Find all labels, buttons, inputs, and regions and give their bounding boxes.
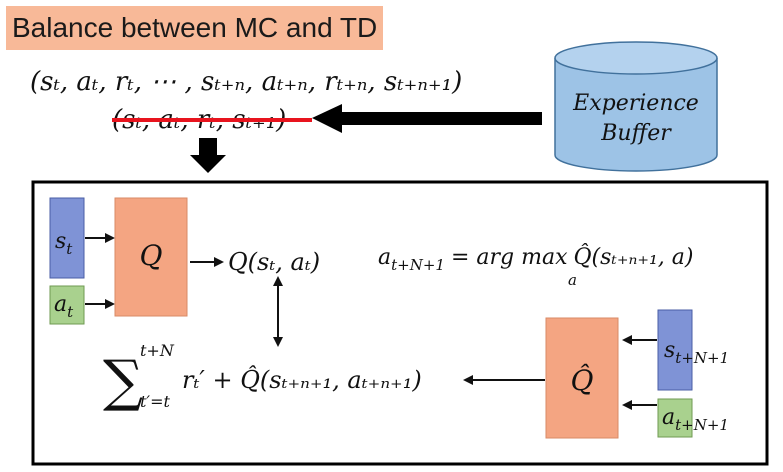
sum-symbol: ∑ — [103, 349, 143, 414]
left-arrow-icon — [312, 104, 542, 133]
max-subscript: a — [568, 271, 577, 289]
target-q-network-label: Q̂ — [571, 364, 594, 397]
sum-upper-limit: t+N — [140, 341, 175, 360]
buffer-label-line1: Experience — [572, 91, 699, 116]
n-step-sequence: (sₜ, aₜ, rₜ, ⋯ , sₜ₊ₙ, aₜ₊ₙ, rₜ₊ₙ, sₜ₊ₙ₊… — [30, 67, 462, 97]
action-input-label: at — [54, 292, 74, 321]
computation-frame — [31, 180, 769, 466]
action-input-box — [49, 285, 85, 325]
q-output-label: Q(sₜ, aₜ) — [228, 248, 320, 276]
cylinder-icon — [554, 41, 718, 172]
next-state-input-box — [657, 309, 693, 391]
target-q-network-box — [545, 317, 619, 439]
state-input-label: st — [55, 229, 73, 258]
state-input-box — [49, 197, 85, 279]
next-action-input-label: at+N+1 — [662, 405, 729, 434]
down-arrow-icon — [190, 138, 226, 173]
target-term: rₜ′ + Q̂(sₜ₊ₙ₊₁, aₜ₊ₙ₊₁) — [182, 366, 422, 394]
next-action-input-box — [657, 398, 693, 438]
q-network-label: Q — [140, 239, 163, 272]
buffer-label-line2: Buffer — [600, 121, 672, 146]
next-action-formula: at+N+1 = arg max Q̂(sₜ₊ₙ₊₁, a) — [378, 244, 693, 274]
sum-lower-limit: t′=t — [140, 392, 170, 411]
q-network-box — [114, 197, 188, 317]
slide-title: Balance between MC and TD — [6, 6, 384, 50]
next-state-input-label: st+N+1 — [664, 338, 729, 367]
